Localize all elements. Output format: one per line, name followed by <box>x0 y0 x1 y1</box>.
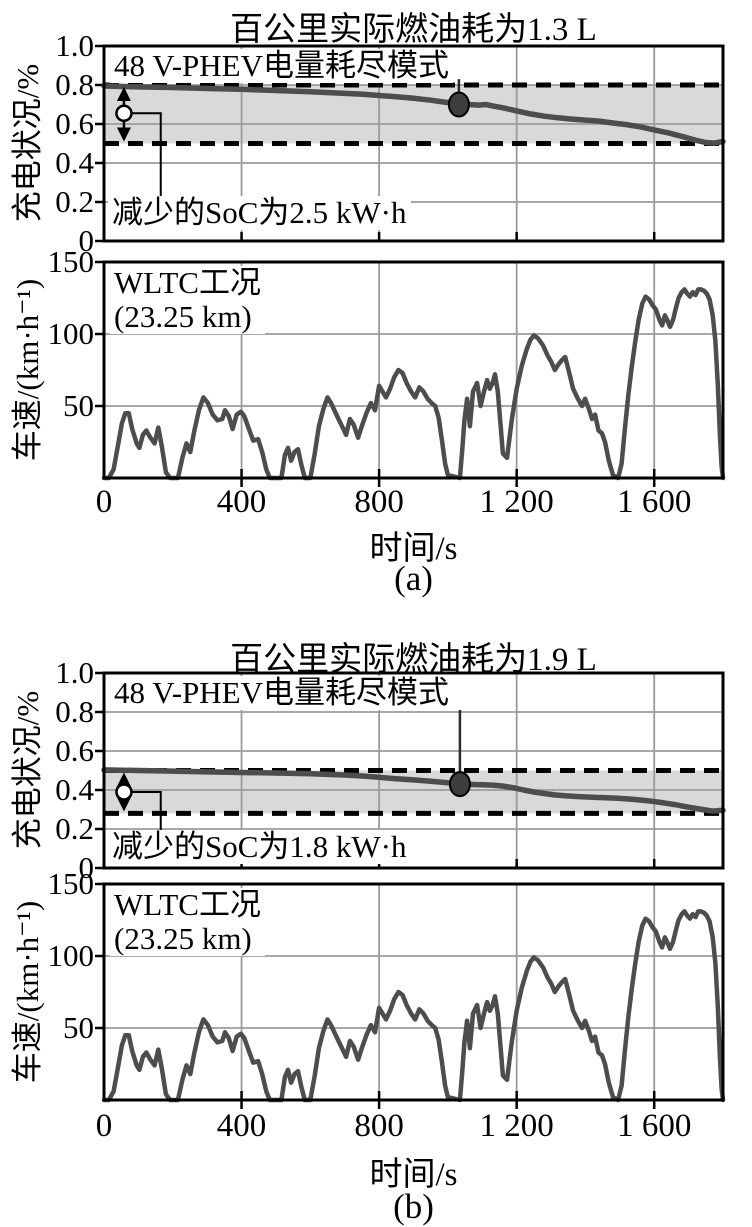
x-tick-label: 400 <box>216 484 267 520</box>
y-tick-label: 100 <box>47 938 95 973</box>
y-tick-label: 50 <box>63 388 94 423</box>
y-tick-label: 0.6 <box>55 733 94 768</box>
y-tick-label: 50 <box>63 1010 94 1045</box>
x-tick-label: 800 <box>354 1108 404 1144</box>
wltc-label-line1: WLTC工况 <box>114 887 261 922</box>
mode-label: 48 V-PHEV电量耗尽模式 <box>110 676 454 710</box>
mode-label: 48 V-PHEV电量耗尽模式 <box>110 49 454 83</box>
x-axis-ticks: 0 400 800 1 200 1 600 <box>96 1107 723 1147</box>
y-tick-label: 150 <box>47 244 95 279</box>
speed-y-ticks: 150 100 50 <box>0 245 100 478</box>
x-tick-label: 1 200 <box>479 1108 554 1144</box>
soc-y-ticks: 1.0 0.8 0.6 0.4 0.2 0 <box>0 656 100 885</box>
y-tick-label: 1.0 <box>55 28 94 63</box>
x-axis-ticks: 0 400 800 1 200 1 600 <box>96 483 723 523</box>
wltc-label-line2: (23.25 km) <box>114 299 252 334</box>
panel-a: 百公里实际燃油耗为1.3 L 充电状况/% 1.0 0.8 0.6 0.4 0.2 0 4… <box>0 12 726 598</box>
x-tick-label: 800 <box>354 484 404 520</box>
x-axis-label: 时间/s <box>369 1157 458 1193</box>
y-tick-label: 0.4 <box>55 145 94 180</box>
wltc-label-line1: WLTC工况 <box>114 265 261 300</box>
y-tick-label: 0.2 <box>55 184 94 219</box>
y-tick-label: 150 <box>47 866 95 901</box>
panel-b: 百公里实际燃油耗为1.9 L 充电状况/% 1.0 0.8 0.6 0.4 0.2 0 4… <box>0 620 752 1226</box>
x-tick-label: 400 <box>216 1108 267 1144</box>
wltc-label-line2: (23.25 km) <box>114 921 252 956</box>
x-tick-label: 0 <box>95 484 113 520</box>
soc-drop-annotation: 减少的SoC为2.5 kW·h <box>108 196 411 230</box>
y-tick-label: 0 <box>78 223 95 258</box>
wltc-cycle-label: WLTC工况 (23.25 km) <box>110 888 265 956</box>
panel-title: 百公里实际燃油耗为1.3 L <box>230 12 597 48</box>
y-tick-label: 100 <box>47 316 95 351</box>
y-tick-label: 0.8 <box>55 694 94 729</box>
speed-y-ticks: 150 100 50 <box>0 867 100 1100</box>
soc-drop-annotation: 减少的SoC为1.8 kW·h <box>108 830 411 864</box>
x-tick-label: 1 600 <box>617 484 692 520</box>
wltc-cycle-label: WLTC工况 (23.25 km) <box>110 266 265 334</box>
y-tick-label: 0 <box>78 850 95 885</box>
x-axis-label: 时间/s <box>369 531 458 567</box>
panel-letter: (b) <box>393 1187 434 1226</box>
x-tick-label: 1 600 <box>617 1108 692 1144</box>
y-tick-label: 1.0 <box>55 655 94 690</box>
x-tick-label: 1 200 <box>479 484 554 520</box>
y-tick-label: 0.6 <box>55 106 94 141</box>
y-tick-label: 0.2 <box>55 811 94 846</box>
panel-letter: (a) <box>394 559 433 598</box>
y-tick-label: 0.8 <box>55 67 94 102</box>
x-tick-label: 0 <box>95 1108 113 1144</box>
soc-y-ticks: 1.0 0.8 0.6 0.4 0.2 0 <box>0 29 100 258</box>
y-tick-label: 0.4 <box>55 772 94 807</box>
